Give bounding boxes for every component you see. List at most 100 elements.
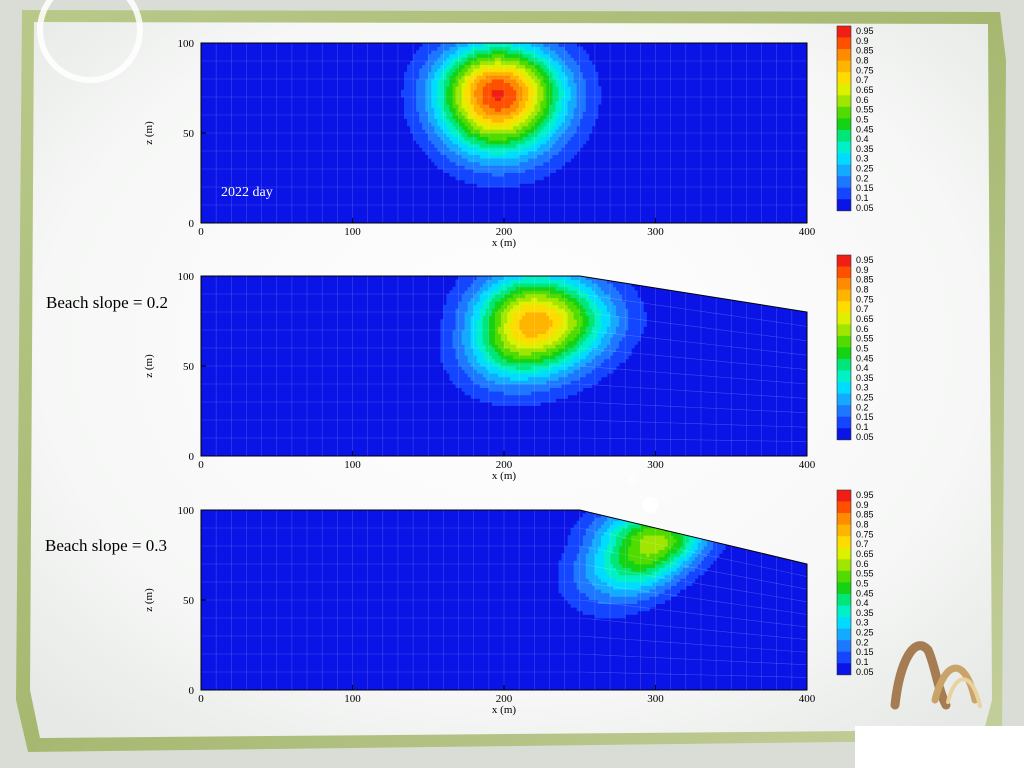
heat-cell [516, 133, 520, 137]
heat-cell [428, 140, 432, 145]
heat-cell [431, 93, 435, 98]
heat-cell [564, 340, 569, 345]
heat-cell [613, 358, 617, 363]
heat-cell [591, 290, 596, 295]
heat-cell [616, 312, 620, 316]
heat-cell [504, 183, 508, 188]
heat-cell [552, 161, 556, 166]
heat-cell [549, 125, 553, 130]
heat-cell [531, 89, 535, 94]
heat-cell [464, 179, 469, 184]
heat-cell [479, 129, 484, 134]
heat-cell [464, 46, 469, 51]
heat-cell [507, 57, 511, 62]
heat-cell [473, 143, 478, 148]
heat-cell [413, 125, 417, 130]
heat-cell [416, 122, 420, 127]
heat-cell [591, 520, 596, 525]
heat-cell [549, 147, 553, 152]
heat-cell [443, 64, 447, 69]
heat-cell [594, 585, 599, 590]
heat-cell [585, 358, 590, 363]
legend-label: 0.9 [856, 36, 869, 46]
heat-cell [476, 172, 481, 177]
legend-label: 0.85 [856, 275, 874, 285]
heat-cell [555, 337, 559, 342]
heat-cell [585, 585, 590, 590]
heat-cell [431, 100, 435, 105]
heat-cell [555, 344, 559, 349]
heat-cell [500, 111, 505, 116]
heat-cell [588, 560, 593, 565]
heat-cell [461, 115, 466, 119]
heat-cell [597, 373, 602, 378]
heat-cell [476, 373, 481, 378]
heat-cell [449, 79, 453, 83]
heat-cell [449, 304, 453, 309]
heat-cell [507, 118, 511, 123]
heat-cell [522, 79, 526, 83]
heat-cell [473, 283, 478, 288]
heat-cell [507, 165, 511, 170]
heat-cell [543, 147, 547, 152]
heat-cell [552, 333, 556, 338]
heat-cell [546, 351, 550, 356]
mesh-line [201, 419, 807, 428]
heat-cell [543, 129, 547, 134]
heat-cell [452, 312, 456, 316]
heat-cell [594, 376, 599, 381]
heat-cell [482, 71, 487, 76]
heat-cell [494, 129, 499, 134]
heat-cell [585, 89, 590, 94]
y-tick-label: 50 [183, 128, 195, 140]
heat-cell [507, 68, 511, 73]
heat-cell [567, 592, 572, 597]
heat-cell [467, 315, 472, 320]
heat-cell [567, 574, 572, 579]
heat-cell [570, 333, 575, 338]
heat-cell [455, 384, 459, 388]
heat-cell [452, 100, 456, 105]
heat-cell [440, 319, 444, 324]
heat-cell [582, 290, 587, 295]
heat-cell [607, 607, 611, 612]
heat-cell [597, 513, 602, 518]
heat-cell [497, 107, 502, 112]
heat-cell [597, 290, 602, 295]
heat-cell [546, 358, 550, 363]
heat-cell [628, 330, 632, 334]
heat-cell [597, 337, 602, 342]
heat-cell [588, 71, 593, 76]
heat-cell [534, 330, 538, 334]
heat-cell [531, 161, 535, 166]
heat-cell [537, 100, 541, 105]
heat-cell [531, 100, 535, 105]
heat-cell [579, 600, 584, 604]
heat-cell [567, 596, 572, 601]
heat-cell [537, 398, 541, 403]
heat-cell [591, 340, 596, 345]
legend-swatch [837, 278, 851, 290]
heat-cell [564, 111, 569, 116]
heat-cell [555, 61, 559, 65]
heat-cell [440, 53, 444, 58]
heat-cell [464, 319, 469, 324]
heat-cell [616, 319, 620, 324]
heat-cell [591, 517, 596, 522]
legend-swatch [837, 129, 851, 142]
heat-cell [567, 344, 572, 349]
heat-cell [558, 104, 562, 109]
heat-cell [431, 107, 435, 112]
heat-cell [404, 111, 408, 116]
heat-cell [585, 82, 590, 87]
heat-cell [479, 75, 484, 80]
heat-cell [428, 79, 432, 83]
heat-cell [579, 122, 584, 127]
heat-cell [443, 154, 447, 159]
heat-cell [543, 337, 547, 342]
heat-cell [531, 165, 535, 170]
heat-cell [582, 71, 587, 76]
heat-cell [446, 340, 450, 345]
heat-cell [531, 136, 535, 141]
heat-cell [497, 398, 502, 403]
